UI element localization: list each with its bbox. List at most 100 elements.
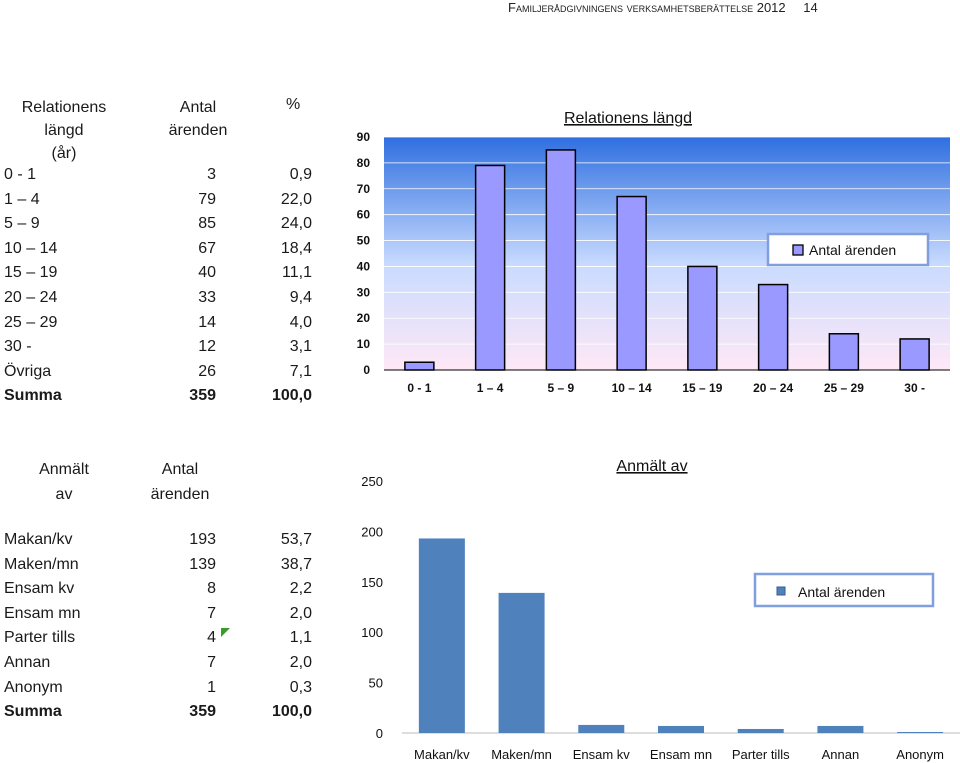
row-percent: 100,0: [271, 703, 312, 721]
y-tick-label: 70: [357, 182, 371, 196]
header-count: Antal ärenden: [130, 457, 230, 507]
table-row: Makan/kv 193 53,7: [0, 531, 330, 556]
header-relation-length: Relationens längd (år): [14, 96, 114, 165]
row-count: 14: [198, 313, 216, 331]
y-tick-label: 20: [357, 311, 371, 325]
row-label: Annan: [4, 654, 51, 671]
relation-length-chart: Relationens längd 0 10 20 30 40 50 60 70 80 90 0 …: [357, 110, 950, 395]
row-count: 26: [198, 362, 216, 380]
row-percent: 100,0: [271, 387, 312, 405]
row-label: 20 – 24: [4, 289, 58, 306]
header-line: (år): [51, 145, 77, 162]
row-label: 5 – 9: [4, 215, 40, 233]
bar: [474, 164, 506, 371]
header-count: Antal ärenden: [148, 96, 248, 142]
row-label: Övriga: [4, 362, 52, 380]
y-tick-label: 50: [369, 676, 383, 691]
table-row: 20 – 24 33 9,4: [0, 289, 330, 314]
row-percent: 38,7: [280, 555, 312, 573]
row-count: 85: [198, 215, 216, 233]
relation-length-table: Relationens längd (år) Antal ärenden % 0…: [0, 0, 330, 420]
row-label: Summa: [4, 387, 62, 405]
bar: [418, 538, 465, 733]
row-label: Ensam kv: [4, 580, 75, 598]
row-count: 139: [189, 555, 216, 573]
y-tick-label: 10: [357, 337, 371, 351]
bar: [817, 725, 864, 733]
bar: [687, 265, 718, 371]
header-line: Antal: [179, 99, 217, 116]
row-percent: 53,7: [280, 531, 312, 548]
x-category-label: 10 – 14: [612, 381, 652, 395]
reported-by-table: Anmält av Antal ärenden Makan/kv 193 53,7 M…: [0, 0, 330, 763]
row-percent: 18,4: [280, 239, 312, 257]
row-percent: 2,0: [289, 654, 312, 671]
y-tick-label: 80: [357, 156, 371, 170]
row-percent: 7,1: [289, 362, 312, 380]
bar: [897, 731, 944, 733]
x-category-label: Anonym: [896, 747, 944, 762]
table-row: 5 – 9 85 24,0: [0, 215, 330, 240]
row-count: 67: [198, 239, 216, 257]
chart-title: Anmält av: [616, 458, 687, 475]
row-percent: 9,4: [289, 289, 312, 306]
table-row: Annan 7 2,0: [0, 654, 330, 679]
row-count: 79: [198, 190, 216, 208]
x-category-label: 5 – 9: [548, 381, 575, 395]
legend-label: Antal ärenden: [798, 584, 885, 600]
row-percent: 2,0: [289, 604, 312, 622]
table-row: 25 – 29 14 4,0: [0, 314, 330, 339]
page-header: Familjerådgivningens verksamhetsberättel…: [508, 0, 818, 15]
legend-swatch: [792, 244, 804, 256]
x-category-label: Makan/kv: [414, 747, 470, 762]
chart-legend: Antal ärenden: [766, 232, 930, 267]
row-label: 15 – 19: [4, 264, 58, 282]
bar: [899, 338, 930, 371]
bar: [828, 333, 860, 371]
row-label: Parter tills: [4, 629, 76, 647]
row-label: Anonym: [4, 678, 63, 696]
row-label: Makan/kv: [4, 531, 73, 548]
report-title: Familjerådgivningens verksamhetsberättel…: [508, 0, 786, 15]
row-label: Maken/mn: [4, 555, 79, 573]
header-line: längd: [44, 122, 84, 139]
row-percent: 3,1: [289, 338, 312, 356]
row-count: 12: [198, 338, 216, 356]
y-tick-label: 90: [357, 130, 371, 144]
header-line: ärenden: [150, 486, 210, 503]
x-category-label: 15 – 19: [682, 381, 722, 395]
header-line: ärenden: [168, 122, 228, 139]
row-percent: 24,0: [280, 215, 312, 233]
row-percent: 0,9: [289, 166, 312, 183]
bar: [578, 724, 625, 733]
bar: [404, 361, 435, 371]
x-category-label: Maken/mn: [491, 747, 552, 762]
table-row: 0 - 1 3 0,9: [0, 166, 330, 191]
row-count: 7: [207, 654, 216, 671]
row-count: 7: [207, 604, 216, 622]
bar: [498, 592, 545, 733]
row-percent: 11,1: [282, 264, 312, 282]
header-line: Relationens: [21, 99, 107, 116]
row-percent: 2,2: [289, 580, 312, 598]
table-row: 15 – 19 40 11,1: [0, 264, 330, 289]
y-tick-label: 250: [361, 474, 383, 489]
row-percent: 1,1: [289, 629, 312, 647]
table-row: 30 - 12 3,1: [0, 338, 330, 363]
total-row: Summa 359 100,0: [0, 703, 330, 728]
x-category-label: 0 - 1: [407, 381, 431, 395]
row-label: 25 – 29: [4, 313, 58, 331]
table-row: Maken/mn 139 38,7: [0, 556, 330, 581]
legend-label: Antal ärenden: [809, 242, 896, 258]
y-tick-label: 200: [361, 524, 383, 539]
row-count: 359: [189, 387, 216, 405]
table-row: Övriga 26 7,1: [0, 363, 330, 388]
comment-indicator-icon: [221, 628, 230, 637]
bar: [757, 283, 789, 371]
row-label: Ensam mn: [4, 604, 81, 622]
row-percent: 4,0: [289, 313, 312, 331]
chart-legend: Antal ärenden: [753, 572, 935, 608]
row-count: 40: [198, 264, 216, 282]
x-category-label: Ensam kv: [573, 747, 631, 762]
y-tick-label: 30: [357, 285, 371, 299]
